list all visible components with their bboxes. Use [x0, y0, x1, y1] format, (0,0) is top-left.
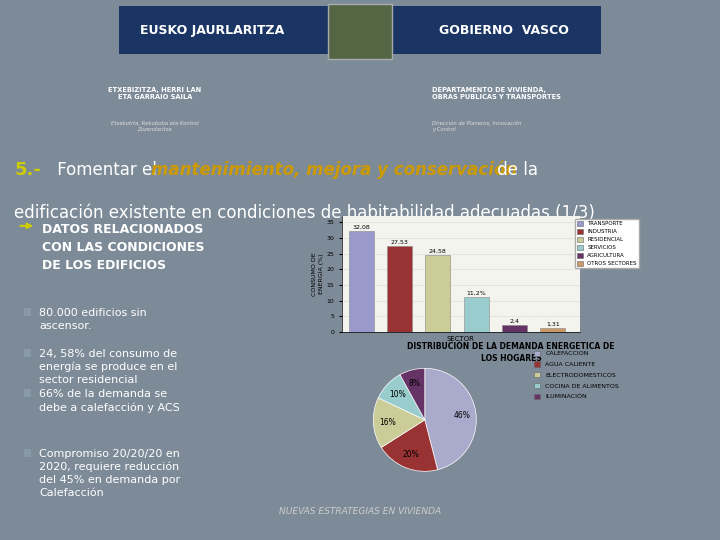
- Text: Etxekotrta, Rekuboba eta Kontrol
Zuzendaritza: Etxekotrta, Rekuboba eta Kontrol Zuzenda…: [111, 121, 199, 132]
- Text: Compromiso 20/20/20 en
2020, requiere reducción
del 45% en demanda por
Calefacci: Compromiso 20/20/20 en 2020, requiere re…: [39, 449, 180, 498]
- FancyBboxPatch shape: [119, 6, 601, 55]
- Text: 8%.: 8%.: [408, 379, 423, 388]
- FancyBboxPatch shape: [328, 4, 392, 58]
- Text: EUSKO JAURLARITZA: EUSKO JAURLARITZA: [140, 24, 284, 37]
- Wedge shape: [425, 368, 477, 470]
- Text: 20%: 20%: [402, 450, 420, 459]
- X-axis label: SECTOR: SECTOR: [447, 336, 474, 342]
- Text: DISTRIBUCIÓN DE LA DEMANDA ENERGETICA DE
LOS HOGARES: DISTRIBUCIÓN DE LA DEMANDA ENERGETICA DE…: [408, 342, 615, 363]
- Text: GOBIERNO  VASCO: GOBIERNO VASCO: [439, 24, 569, 37]
- Text: 24,58: 24,58: [429, 249, 446, 254]
- Text: DEPARTAMENTO DE VIVIENDA,
OBRAS PUBLICAS Y TRANSPORTES: DEPARTAMENTO DE VIVIENDA, OBRAS PUBLICAS…: [432, 87, 561, 100]
- FancyBboxPatch shape: [24, 349, 32, 356]
- Bar: [387, 246, 412, 332]
- Bar: [426, 255, 450, 332]
- Text: 27,53: 27,53: [390, 239, 408, 245]
- Text: 5.-: 5.-: [14, 160, 41, 179]
- Y-axis label: CONSUMO DE
ENERGÍA (%): CONSUMO DE ENERGÍA (%): [312, 252, 324, 296]
- FancyBboxPatch shape: [24, 308, 32, 316]
- Wedge shape: [400, 368, 425, 420]
- Wedge shape: [373, 398, 425, 448]
- Text: 32,08: 32,08: [352, 225, 370, 230]
- Text: 10%: 10%: [390, 390, 406, 399]
- Text: ETXEBIZITZA, HERRI LAN
ETA GARRAIO SAILA: ETXEBIZITZA, HERRI LAN ETA GARRAIO SAILA: [108, 87, 202, 100]
- Text: Dirección de Planeros, Innovación
y Control: Dirección de Planeros, Innovación y Cont…: [432, 121, 521, 132]
- FancyBboxPatch shape: [24, 449, 32, 457]
- Text: 16%: 16%: [379, 417, 396, 427]
- Text: 80.000 edificios sin
ascensor.: 80.000 edificios sin ascensor.: [39, 308, 147, 332]
- Text: de la: de la: [492, 160, 538, 179]
- Text: mantenimiento, mejora y conservación: mantenimiento, mejora y conservación: [151, 160, 518, 179]
- Wedge shape: [382, 420, 438, 471]
- FancyBboxPatch shape: [24, 389, 32, 397]
- Text: DATOS RELACIONADOS
CON LAS CONDICIONES
DE LOS EDIFICIOS: DATOS RELACIONADOS CON LAS CONDICIONES D…: [42, 223, 204, 272]
- Text: Fomentar el: Fomentar el: [52, 160, 162, 179]
- Text: 2,4: 2,4: [510, 318, 519, 323]
- Text: edificación existente en condiciones de habitabilidad adecuadas (1/3): edificación existente en condiciones de …: [14, 204, 595, 222]
- Bar: [502, 325, 527, 332]
- Bar: [540, 328, 565, 332]
- Text: 46%: 46%: [454, 411, 470, 420]
- Text: 1,31: 1,31: [546, 322, 559, 327]
- Legend: CALEFACCION, AGUA CALIENTE, ELECTRODOMESTICOS, COCINA DE ALIMENTOS, ILUMINACIÓN: CALEFACCION, AGUA CALIENTE, ELECTRODOMES…: [532, 349, 621, 401]
- Bar: [464, 297, 489, 332]
- Wedge shape: [378, 375, 425, 420]
- Legend: TRANSPORTE, INDUSTRIA, RESIDENCIAL, SERVICIOS, AGRICULTURA, OTROS SECTORES: TRANSPORTE, INDUSTRIA, RESIDENCIAL, SERV…: [575, 219, 639, 268]
- Text: 24, 58% del consumo de
energía se produce en el
sector residencial: 24, 58% del consumo de energía se produc…: [39, 349, 178, 385]
- Bar: [348, 232, 374, 332]
- Text: 66% de la demanda se
debe a calefacción y ACS: 66% de la demanda se debe a calefacción …: [39, 389, 180, 413]
- Text: 11,2%: 11,2%: [467, 291, 486, 296]
- Text: NUEVAS ESTRATEGIAS EN VIVIENDA: NUEVAS ESTRATEGIAS EN VIVIENDA: [279, 507, 441, 516]
